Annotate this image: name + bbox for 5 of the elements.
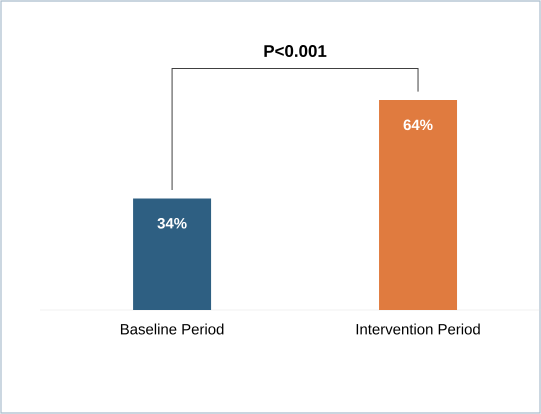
- x-tick-label: Baseline Period: [120, 324, 224, 334]
- data-label: 34%: [157, 218, 187, 229]
- text: P<0.001: [264, 45, 326, 58]
- data-label: 64%: [404, 120, 433, 130]
- x-tick-label: Intervention Period: [356, 324, 480, 334]
